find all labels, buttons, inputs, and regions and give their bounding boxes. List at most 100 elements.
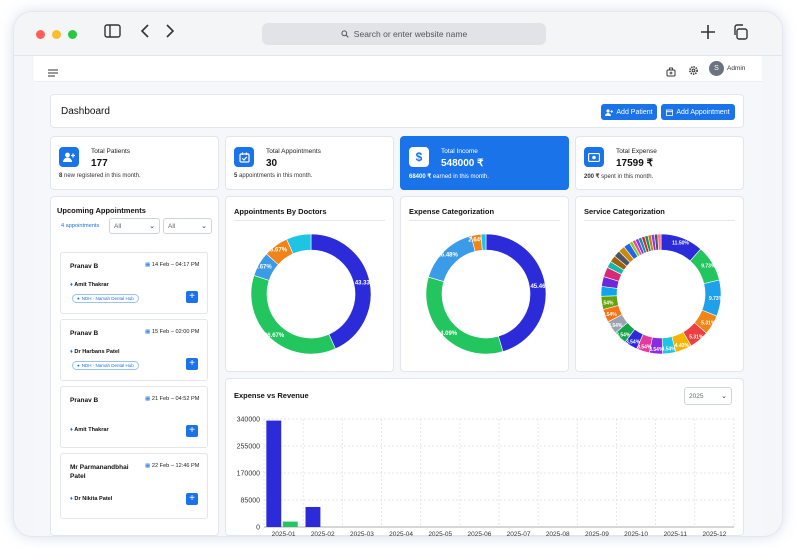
slice-label: 45.46%: [530, 284, 551, 290]
doctor-filter-select[interactable]: All ⌄: [109, 218, 160, 234]
add-appointment-button[interactable]: Add Appointment: [661, 104, 735, 120]
doctor-name: ♦ Amit Thakrar: [70, 282, 109, 288]
donut-slice[interactable]: [480, 233, 487, 251]
add-patient-button[interactable]: Add Patient: [601, 104, 657, 120]
user-avatar[interactable]: S: [709, 61, 724, 76]
donut-slice[interactable]: [310, 233, 372, 350]
stat-note: 8 new registered in this month.: [59, 173, 141, 179]
menu-icon[interactable]: [48, 64, 58, 82]
app-topbar: S Admin: [34, 56, 762, 82]
divider: [234, 220, 385, 221]
stat-card-income[interactable]: $ Total Income 548000 ₹ 68400 ₹ earned i…: [400, 136, 569, 190]
y-tick-label: 340000: [237, 417, 260, 424]
clinic-dot-icon: ●: [77, 296, 80, 301]
tooth-icon: ♦: [70, 282, 73, 288]
clinic-tag: ● NDH - Namah Dental Hub: [72, 361, 139, 370]
appointment-date: ▦ 14 Feb – 04:17 PM: [145, 262, 200, 268]
year-value: 2025: [689, 392, 704, 400]
slice-label: 5.31%: [689, 334, 704, 340]
x-tick-label: 2025-01: [272, 531, 296, 536]
doctor-name: ♦ Dr Harbans Patel: [70, 349, 120, 355]
slice-label: 6.67%: [270, 247, 288, 253]
calendar-icon: ▦: [145, 262, 151, 268]
chevron-down-icon: ⌄: [149, 223, 155, 230]
cash-icon: [584, 147, 604, 167]
stat-card-expense[interactable]: Total Expense 17599 ₹ 200 ₹ spent in thi…: [575, 136, 744, 190]
slice-label: 6.67%: [255, 264, 273, 270]
slice-label: 3.54%: [599, 300, 614, 306]
bar[interactable]: [305, 506, 321, 527]
browser-toolbar: Search or enter website name: [14, 12, 782, 56]
slice-label: 3.54%: [602, 312, 617, 318]
x-tick-label: 2025-11: [664, 531, 688, 536]
year-select[interactable]: 2025 ⌄: [684, 387, 732, 405]
tooth-kit-icon[interactable]: [666, 64, 676, 82]
dashboard-header: Dashboard Add Patient Add Appointment: [50, 94, 744, 128]
patient-name: Pranav B: [70, 263, 99, 270]
expense-categorization-card: Expense Categorization 45.46% 34.09% 16.48…: [400, 196, 569, 372]
user-name[interactable]: Admin: [727, 65, 746, 72]
expand-appointment-button[interactable]: +: [186, 493, 198, 505]
divider: [584, 220, 735, 221]
donut-slice[interactable]: [657, 233, 662, 251]
slice-label: 9.73%: [709, 296, 724, 302]
maximize-window-button[interactable]: [68, 30, 77, 39]
upcoming-title: Upcoming Appointments: [57, 206, 146, 215]
patient-name: Pranav B: [70, 397, 99, 404]
chevron-down-icon: ⌄: [721, 393, 727, 400]
slice-label: 34.09%: [437, 331, 458, 337]
forward-icon[interactable]: [165, 24, 175, 44]
doctors-donut-chart: 43.33% 36.67% 6.67% 6.67%: [250, 233, 376, 355]
appointment-card[interactable]: Mr Parmanandbhai Patel ▦ 22 Feb – 12:46 …: [60, 453, 208, 519]
chart-title: Expense Categorization: [409, 207, 495, 216]
stat-label: Total Income: [441, 148, 478, 155]
calendar-check-icon: [234, 147, 254, 167]
back-icon[interactable]: [140, 24, 150, 44]
y-tick-label: 255000: [237, 444, 260, 451]
expand-appointment-button[interactable]: +: [186, 425, 198, 437]
bar[interactable]: [266, 420, 282, 527]
donut-slice[interactable]: [485, 233, 547, 352]
settings-gear-icon[interactable]: [688, 63, 699, 81]
calendar-icon: ▦: [145, 396, 151, 402]
minimize-window-button[interactable]: [52, 30, 61, 39]
x-tick-label: 2025-02: [311, 531, 335, 536]
add-user-icon: [605, 108, 614, 116]
bar[interactable]: [282, 521, 298, 527]
stat-label: Total Appointments: [266, 148, 321, 155]
x-tick-label: 2025-12: [702, 531, 726, 536]
appointment-date: ▦ 21 Feb – 04:52 PM: [145, 396, 200, 402]
new-tab-icon[interactable]: [700, 24, 716, 46]
tabs-overview-icon[interactable]: [732, 24, 748, 46]
expand-appointment-button[interactable]: +: [186, 291, 198, 303]
address-bar[interactable]: Search or enter website name: [262, 23, 546, 45]
x-tick-label: 2025-04: [389, 531, 413, 536]
appointment-date: ▦ 22 Feb – 12:46 PM: [145, 463, 200, 469]
stat-card-appointments[interactable]: Total Appointments 30 5 appointments in …: [225, 136, 394, 190]
calendar-icon: ▦: [145, 463, 151, 469]
stat-label: Total Patients: [91, 148, 131, 155]
appointment-card[interactable]: Pranav B ▦ 14 Feb – 04:17 PM ♦ Amit Thak…: [60, 252, 208, 314]
calendar-icon: ▦: [145, 329, 151, 335]
stat-card-patients[interactable]: Total Patients 177 8 new registered in t…: [50, 136, 219, 190]
expand-appointment-button[interactable]: +: [186, 358, 198, 370]
slice-label: 3.54%: [626, 340, 641, 346]
stat-value: 17599 ₹: [616, 158, 653, 169]
stat-note: 5 appointments in this month.: [234, 173, 313, 179]
sidebar-toggle-icon[interactable]: [104, 24, 121, 44]
donut-slice[interactable]: [250, 275, 336, 355]
appointment-card[interactable]: Pranav B ▦ 21 Feb – 04:52 PM ♦ Amit Thak…: [60, 386, 208, 448]
close-window-button[interactable]: [36, 30, 45, 39]
appointment-card[interactable]: Pranav B ▦ 15 Feb – 02:00 PM ♦ Dr Harban…: [60, 319, 208, 381]
add-user-icon: [59, 147, 79, 167]
x-tick-label: 2025-07: [507, 531, 531, 536]
donut-slice[interactable]: [425, 276, 504, 355]
donut-slice[interactable]: [286, 233, 312, 255]
address-placeholder: Search or enter website name: [353, 29, 468, 39]
add-appointment-label: Add Appointment: [676, 108, 730, 116]
clinic-dot-icon: ●: [77, 363, 80, 368]
chart-title: Service Categorization: [584, 207, 665, 216]
calendar-icon: [666, 109, 674, 116]
clinic-filter-select[interactable]: All ⌄: [163, 218, 212, 234]
patient-name: Pranav B: [70, 330, 99, 337]
